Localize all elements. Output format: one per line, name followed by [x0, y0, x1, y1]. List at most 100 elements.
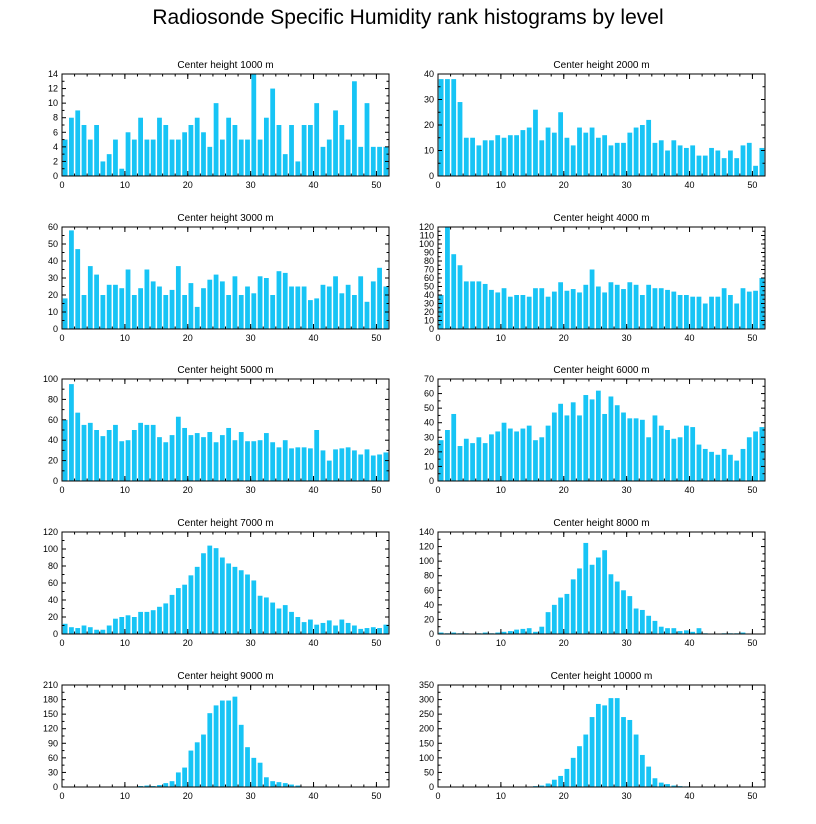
bar: [564, 768, 570, 787]
bar: [175, 266, 181, 329]
bar: [671, 140, 677, 176]
bar: [526, 628, 532, 634]
bar: [62, 419, 68, 481]
bar: [270, 602, 276, 634]
bar: [364, 103, 370, 176]
bar: [188, 125, 194, 176]
x-tick-label: 50: [747, 791, 757, 801]
y-tick-label: 50: [424, 767, 434, 777]
bar: [627, 282, 633, 329]
y-tick-label: 120: [419, 222, 434, 232]
bar: [150, 139, 156, 176]
bar: [696, 155, 702, 176]
y-tick-label: 20: [424, 307, 434, 317]
bar: [339, 293, 345, 329]
bar: [100, 295, 106, 329]
bar: [138, 422, 143, 481]
y-tick-label: 120: [419, 542, 434, 552]
bar: [482, 443, 488, 481]
bar: [125, 615, 131, 634]
bar: [320, 284, 326, 329]
bar: [219, 557, 225, 634]
bar: [364, 628, 370, 634]
bar: [188, 435, 194, 481]
bar: [734, 158, 740, 176]
bar: [352, 81, 357, 176]
bar: [69, 627, 74, 634]
bar: [245, 139, 250, 176]
y-tick-label: 0: [429, 171, 434, 181]
bar: [646, 766, 652, 787]
bar: [201, 437, 206, 481]
x-tick-label: 10: [120, 791, 130, 801]
y-tick-label: 20: [424, 614, 434, 624]
y-tick-label: 150: [43, 709, 58, 719]
bar: [721, 448, 727, 481]
bar: [495, 632, 501, 634]
bar: [445, 430, 450, 481]
bar: [677, 295, 683, 329]
bar: [138, 117, 143, 176]
bar: [295, 286, 301, 329]
bar: [438, 632, 444, 634]
bar: [219, 700, 225, 787]
bar: [75, 412, 81, 481]
bar: [295, 785, 301, 787]
bar: [658, 425, 664, 481]
x-tick-label: 0: [59, 180, 64, 190]
bar: [333, 449, 338, 481]
x-tick-label: 20: [183, 791, 193, 801]
bar: [702, 448, 708, 481]
bar: [658, 288, 664, 329]
bar: [721, 158, 727, 176]
x-tick-label: 20: [183, 485, 193, 495]
bar: [163, 295, 169, 329]
panel-title: Center height 1000 m: [177, 60, 273, 71]
bar: [188, 575, 194, 634]
bar: [489, 434, 494, 481]
y-tick-label: 200: [419, 724, 434, 734]
bar: [646, 615, 652, 634]
bar: [276, 782, 282, 787]
x-tick-label: 30: [246, 485, 256, 495]
bar: [514, 431, 519, 481]
bar: [326, 139, 332, 176]
bar: [715, 150, 721, 176]
bar: [207, 432, 213, 481]
x-tick-label: 20: [559, 485, 569, 495]
y-tick-label: 10: [48, 98, 58, 108]
bar: [81, 295, 87, 329]
bar: [144, 611, 150, 634]
chart-panel-10: Center height 10000 m 0 10 20 30 40 50 0 50 100 15…: [419, 671, 766, 801]
x-tick-label: 0: [435, 638, 440, 648]
bar: [646, 437, 652, 481]
y-tick-label: 50: [424, 282, 434, 292]
bar: [684, 147, 689, 176]
bar: [69, 230, 74, 329]
bar: [257, 276, 263, 329]
y-tick-label: 30: [424, 95, 434, 105]
bar: [226, 427, 232, 481]
bar: [213, 103, 219, 176]
y-tick-label: 40: [424, 600, 434, 610]
bar: [639, 419, 645, 481]
bar: [677, 631, 683, 634]
bar: [276, 271, 282, 329]
bar: [551, 132, 557, 176]
bar: [451, 254, 457, 329]
bar: [482, 632, 488, 634]
bar: [470, 281, 475, 329]
bar: [702, 303, 708, 329]
y-tick-label: 4: [53, 142, 58, 152]
bar: [451, 79, 457, 176]
bar: [106, 430, 112, 481]
bar: [740, 448, 746, 481]
bar: [370, 146, 376, 176]
bar: [257, 762, 263, 787]
bar: [131, 617, 137, 634]
bar: [370, 281, 376, 329]
plot-frame: [437, 531, 766, 635]
bar: [270, 295, 276, 329]
y-tick-label: 40: [424, 290, 434, 300]
x-tick-label: 30: [622, 485, 632, 495]
